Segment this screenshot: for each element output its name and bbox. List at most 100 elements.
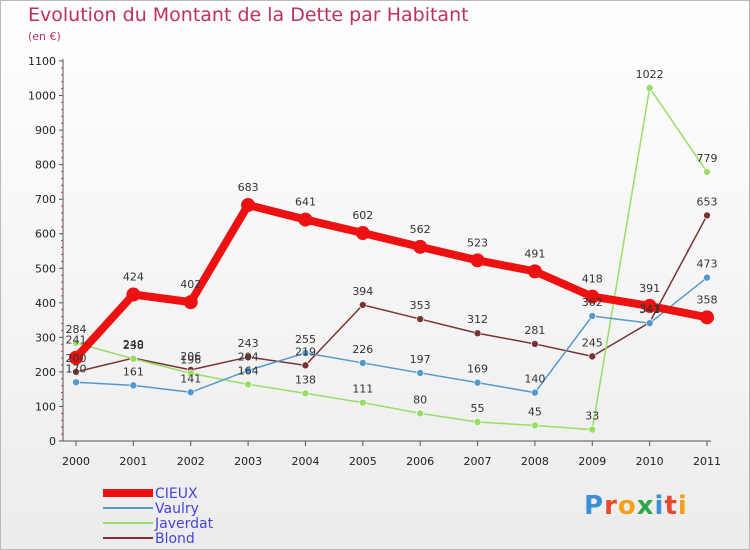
legend-label-vaulry: Vaulry [155,501,199,517]
data-point [645,84,654,92]
logo-letter: o [617,491,637,521]
data-point [588,312,597,320]
data-label: 391 [639,282,660,295]
x-tick-label: 2005 [349,455,377,468]
y-tick-label: 400 [35,297,56,310]
data-label: 45 [528,405,542,418]
data-label: 140 [524,373,545,386]
data-label: 138 [295,373,316,386]
y-tick-label: 1000 [28,90,56,103]
data-label: 683 [238,181,259,194]
data-label: 473 [697,258,718,271]
data-label: 206 [180,350,201,363]
data-point [416,369,424,377]
data-label: 641 [295,196,316,209]
data-point [186,388,195,397]
data-point [355,226,370,241]
data-point [645,319,654,328]
series-line-blond [75,214,708,373]
legend-label-javerdat: Javerdat [154,516,214,532]
data-point [244,353,252,361]
logo-letter: x [636,491,655,521]
data-label: 418 [582,273,603,286]
y-tick-label: 1100 [28,55,56,68]
data-label: 653 [697,195,718,208]
y-tick-label: 100 [35,400,56,413]
x-tick-label: 2003 [234,455,262,468]
data-point [416,409,424,418]
data-point [470,253,485,268]
data-point [244,366,252,375]
data-point [183,295,198,310]
data-label: 170 [66,362,87,375]
data-label: 602 [352,209,373,222]
logo-letter: i [677,491,688,521]
data-point [244,380,252,389]
data-point [703,168,711,176]
proxiti-logo: Proxiti [584,491,688,521]
data-label: 200 [66,352,87,365]
x-tick-label: 2008 [521,455,549,468]
data-label: 245 [582,336,603,349]
data-label: 491 [524,247,545,260]
x-tick-label: 2009 [578,455,606,468]
series-line-cieux [72,201,711,362]
data-label: 226 [352,343,373,356]
x-tick-label: 2000 [62,455,90,468]
x-tick-label: 2010 [636,455,664,468]
data-label: 362 [582,296,603,309]
data-point [359,398,367,407]
y-tick-label: 300 [35,331,56,344]
data-label: 164 [238,364,259,377]
y-tick-label: 600 [35,228,56,241]
data-point [186,369,195,378]
data-label: 779 [697,152,718,165]
chart-title: Evolution du Montant de la Dette par Hab… [28,4,469,26]
data-label: 243 [238,337,259,350]
data-label: 343 [639,303,660,316]
data-point [473,378,482,387]
data-label: 197 [410,353,431,366]
x-tick-label: 2006 [406,455,434,468]
y-tick-label: 500 [35,262,56,275]
data-point [531,421,539,430]
data-point [129,354,138,363]
data-point [126,287,141,302]
data-label: 284 [66,323,87,336]
series-line-javerdat [75,87,708,431]
logo-letter: i [654,491,665,521]
data-point [473,329,482,338]
y-tick-label: 200 [35,366,56,379]
data-point [642,298,657,313]
data-label: 111 [352,383,373,396]
y-tick-label: 700 [35,193,56,206]
data-label: 33 [585,410,599,423]
data-point [473,418,482,426]
data-label: 238 [123,339,144,352]
logo-letter: t [664,491,678,521]
data-point [298,212,313,227]
data-label: 161 [123,365,144,378]
x-tick-label: 2002 [177,455,205,468]
data-label: 341 [639,303,660,316]
data-point [531,340,539,348]
data-label: 394 [352,285,373,298]
data-label: 141 [180,372,201,385]
data-label: 312 [467,313,488,326]
data-point [588,425,597,434]
data-point [129,381,138,390]
data-label: 55 [471,402,485,415]
data-point [703,273,711,282]
data-label: 219 [295,345,316,358]
y-tick-label: 0 [49,435,56,448]
data-point [359,301,367,309]
x-tick-label: 2011 [693,455,721,468]
data-label: 523 [467,236,488,249]
data-label: 424 [123,271,144,284]
chart-unit-label: (en €) [28,30,61,43]
data-point [527,264,542,279]
data-label: 241 [66,334,87,347]
data-label: 80 [413,393,427,406]
